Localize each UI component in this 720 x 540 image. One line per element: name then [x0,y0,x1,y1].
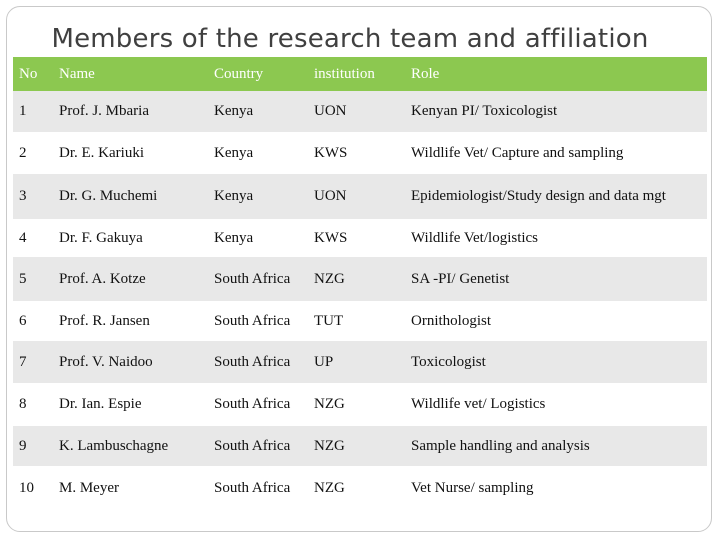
cell-country: Kenya [214,229,254,246]
cell-name: M. Meyer [59,479,119,496]
cell-role: Wildlife Vet/ Capture and sampling [411,144,624,161]
cell-country: Kenya [214,103,254,119]
cell-institution: UP [314,353,334,370]
cell-no: 2 [19,144,27,161]
cell-name: Prof. V. Naidoo [59,353,153,370]
cell-name: Dr. Ian. Espie [59,396,142,412]
table-row: 4 Dr. F. Gakuya Kenya KWS Wildlife Vet/l… [13,219,707,257]
table-row: 10 M. Meyer South Africa NZG Vet Nurse/ … [13,466,707,510]
cell-institution: UON [314,188,347,204]
header-role: Role [411,65,440,82]
cell-role: Ornithologist [411,312,492,329]
cell-role: Wildlife Vet/logistics [411,229,539,246]
cell-no: 9 [19,437,27,454]
cell-name: Dr. G. Muchemi [59,188,158,204]
cell-institution: UON [314,103,347,119]
cell-country: South Africa [214,396,291,412]
cell-country: Kenya [214,144,254,161]
header-no: No [19,65,38,82]
cell-name: K. Lambuschagne [59,437,169,454]
cell-no: 5 [19,270,27,287]
cell-institution: TUT [314,312,344,329]
table-row: 7 Prof. V. Naidoo South Africa UP Toxico… [13,341,707,383]
slide-title: Members of the research team and affilia… [51,24,649,54]
table-row: 9 K. Lambuschagne South Africa NZG Sampl… [13,426,707,466]
cell-role: Sample handling and analysis [411,437,590,454]
cell-role: Wildlife vet/ Logistics [411,396,546,412]
table-row: 1 Prof. J. Mbaria Kenya UON Kenyan PI/ T… [13,91,707,132]
cell-country: Kenya [214,188,254,204]
cell-no: 4 [19,229,27,246]
cell-institution: KWS [314,229,348,246]
cell-name: Prof. A. Kotze [59,270,146,287]
cell-role: Epidemiologist/Study design and data mgt [411,188,666,204]
cell-no: 1 [19,103,27,119]
cell-no: 3 [19,188,27,204]
cell-name: Prof. J. Mbaria [59,103,149,119]
slide-frame [6,6,712,532]
cell-institution: NZG [314,437,345,454]
cell-country: South Africa [214,479,291,496]
cell-name: Prof. R. Jansen [59,312,150,329]
header-institution: institution [314,65,375,82]
table-header-row: No Name Country institution Role [13,57,707,91]
cell-no: 7 [19,353,27,370]
cell-country: South Africa [214,437,291,454]
cell-no: 6 [19,312,27,329]
cell-institution: NZG [314,270,345,287]
table-row: 5 Prof. A. Kotze South Africa NZG SA -PI… [13,257,707,301]
table-row: 3 Dr. G. Muchemi Kenya UON Epidemiologis… [13,174,707,219]
team-table: No Name Country institution Role 1 Prof.… [13,57,707,510]
cell-institution: NZG [314,479,345,496]
cell-country: South Africa [214,270,291,287]
table-row: 8 Dr. Ian. Espie South Africa NZG Wildli… [13,383,707,426]
cell-no: 10 [19,479,34,496]
cell-institution: KWS [314,144,348,161]
cell-role: Toxicologist [411,353,486,370]
cell-no: 8 [19,396,27,412]
header-country: Country [214,65,264,82]
cell-country: South Africa [214,312,291,329]
cell-role: SA -PI/ Genetist [411,270,510,287]
table-row: 6 Prof. R. Jansen South Africa TUT Ornit… [13,301,707,341]
cell-country: South Africa [214,353,291,370]
cell-name: Dr. E. Kariuki [59,144,144,161]
cell-role: Vet Nurse/ sampling [411,479,534,496]
cell-institution: NZG [314,396,345,412]
cell-name: Dr. F. Gakuya [59,229,143,246]
header-name: Name [59,65,95,82]
table-row: 2 Dr. E. Kariuki Kenya KWS Wildlife Vet/… [13,132,707,174]
cell-role: Kenyan PI/ Toxicologist [411,103,558,119]
